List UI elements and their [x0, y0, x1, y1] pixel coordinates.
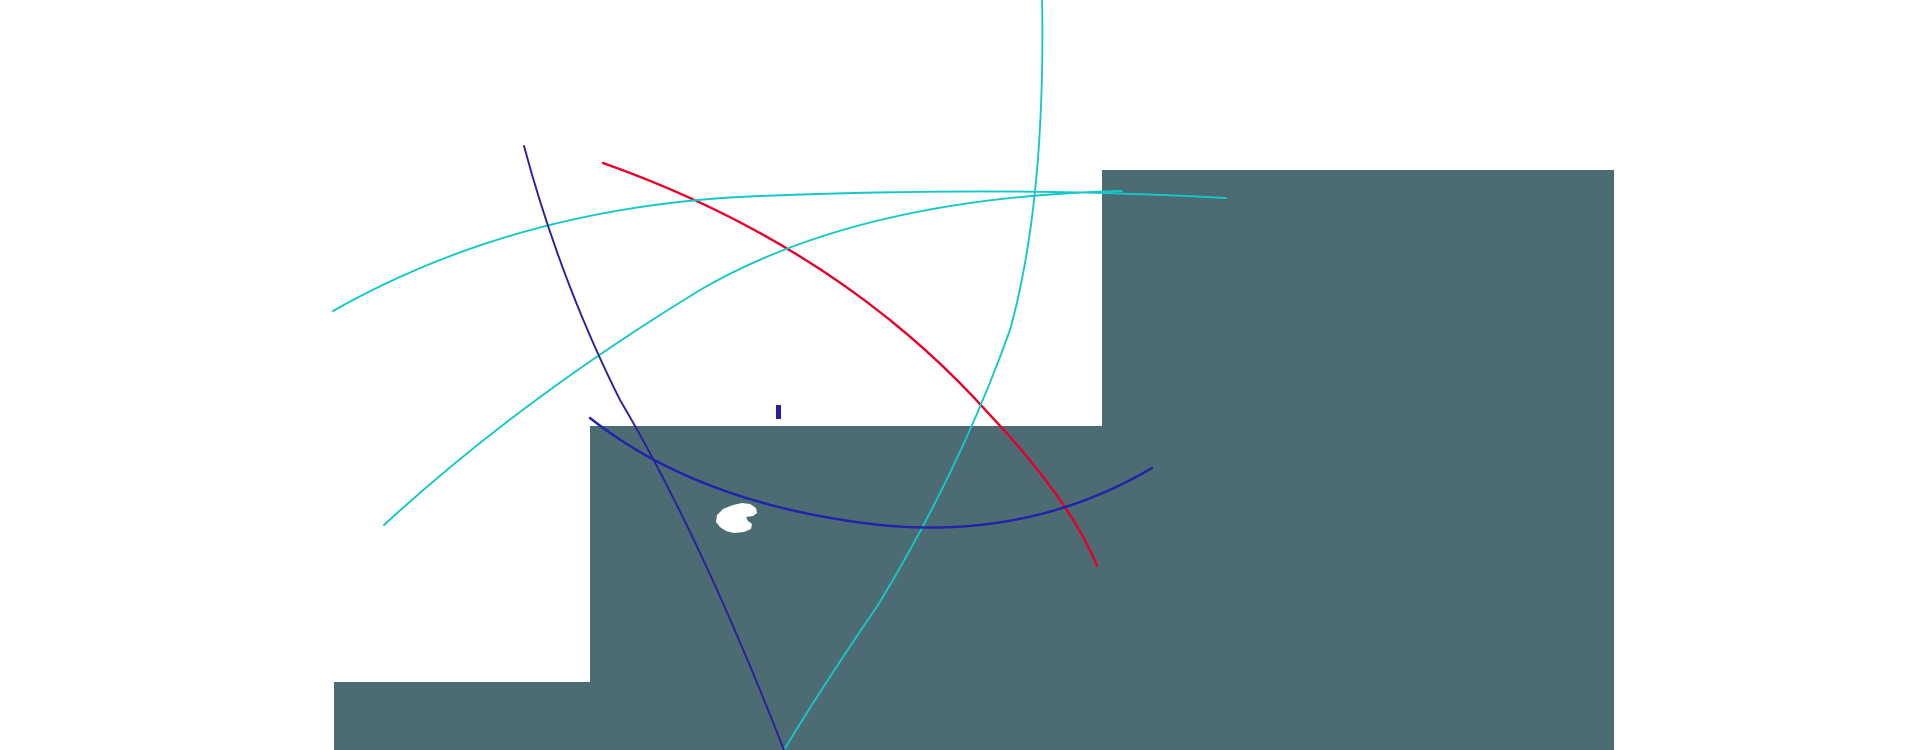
map-tile-loaded[interactable] — [1358, 426, 1614, 682]
map-tile-pending[interactable] — [1102, 0, 1358, 170]
map-tile-pending[interactable] — [1870, 0, 1920, 170]
map-tile-loaded[interactable] — [1102, 426, 1358, 682]
map-tile-pending[interactable] — [1870, 170, 1920, 426]
map-tile-pending[interactable] — [590, 170, 846, 426]
map-tile-loaded[interactable] — [846, 682, 1102, 750]
map-tile-loaded[interactable] — [846, 426, 1102, 682]
map-tile-loaded[interactable] — [1358, 682, 1614, 750]
map-tile-pending[interactable] — [1614, 426, 1870, 682]
map-tile-pending[interactable] — [1614, 170, 1870, 426]
map-tile-pending[interactable] — [846, 170, 1102, 426]
map-tile-loaded[interactable] — [1102, 170, 1358, 426]
map-tile-loaded[interactable] — [334, 682, 590, 750]
map-tile-pending[interactable] — [846, 0, 1102, 170]
map-tile-pending[interactable] — [78, 426, 334, 682]
map-tile-pending[interactable] — [78, 682, 334, 750]
map-tile-pending[interactable] — [334, 426, 590, 682]
map-tile-loaded[interactable] — [590, 682, 846, 750]
map-tile-loaded[interactable] — [1102, 682, 1358, 750]
map-tile-pending[interactable] — [1614, 682, 1870, 750]
map-tile-pending[interactable] — [78, 0, 334, 170]
map-tile-pending[interactable] — [1870, 682, 1920, 750]
map-tile-loaded[interactable] — [1358, 170, 1614, 426]
map-tile-pending[interactable] — [590, 0, 846, 170]
map-tile-pending[interactable] — [334, 0, 590, 170]
map-tile-pending[interactable] — [78, 170, 334, 426]
map-tile-loaded[interactable] — [590, 426, 846, 682]
map-tile-pending[interactable] — [1870, 426, 1920, 682]
map-tile-pending[interactable] — [334, 170, 590, 426]
map-tile-pending[interactable] — [1614, 0, 1870, 170]
map-tile-pending[interactable] — [1358, 0, 1614, 170]
